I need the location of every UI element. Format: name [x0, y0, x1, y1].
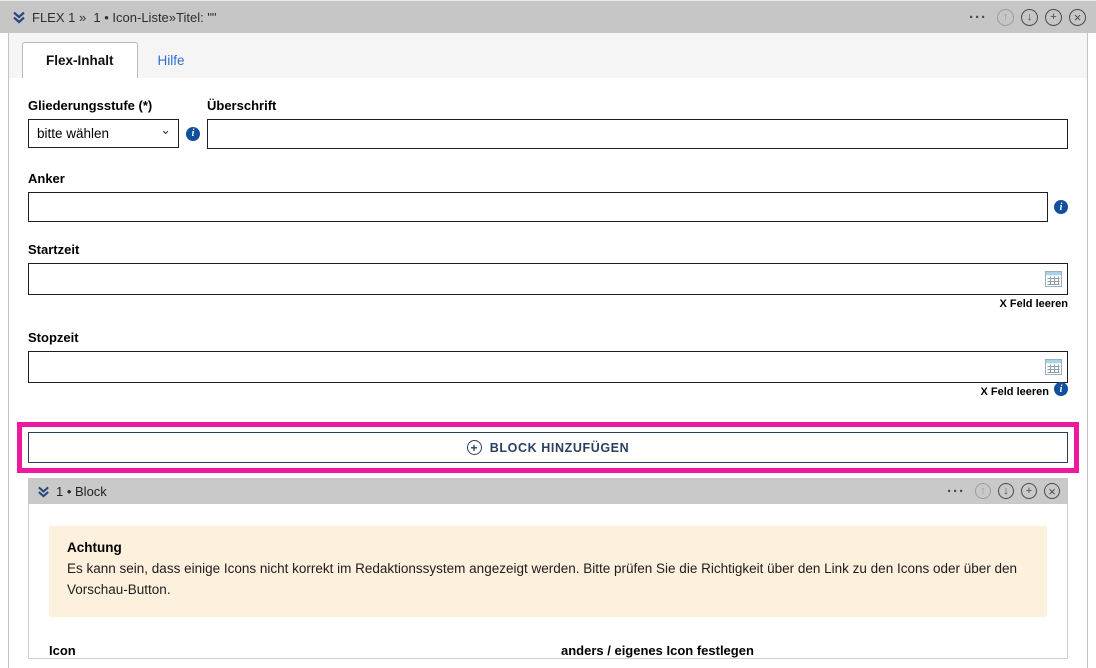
- stopzeit-input[interactable]: [28, 351, 1068, 383]
- block-header: 1 • Block ··· ↑ ↓ + ×: [28, 478, 1068, 504]
- block-controls: ··· ↑ ↓ + ×: [947, 483, 1060, 499]
- tab-bar: Flex-Inhalt Hilfe: [9, 33, 1087, 78]
- add-block-button-label: BLOCK HINZUFÜGEN: [489, 440, 630, 455]
- icon-label: Icon: [49, 642, 76, 658]
- info-icon[interactable]: i: [1054, 200, 1068, 214]
- more-options-icon[interactable]: ···: [969, 8, 987, 26]
- add-block-button[interactable]: + BLOCK HINZUFÜGEN: [28, 432, 1068, 463]
- add-icon[interactable]: +: [1045, 8, 1062, 26]
- calendar-icon[interactable]: [1045, 359, 1062, 375]
- icon-field-row: Icon anders / eigenes Icon festlegen: [49, 643, 1047, 658]
- flex-panel-body: Flex-Inhalt Hilfe Gliederungsstufe (*) b…: [8, 33, 1088, 668]
- flex-panel-header: FLEX 1 » 1 • Icon-Liste»Titel: "" ··· ↑ …: [0, 0, 1096, 33]
- anker-label: Anker: [28, 171, 65, 186]
- warning-text: Es kann sein, dass einige Icons nicht ko…: [67, 561, 1018, 597]
- panel-controls: ··· ↑ ↓ + ×: [969, 8, 1086, 26]
- panel-title: FLEX 1 » 1 • Icon-Liste»Titel: "": [32, 9, 217, 25]
- ueberschrift-label: Überschrift: [207, 98, 277, 113]
- collapse-double-chevron-icon[interactable]: [37, 485, 50, 498]
- tab-hilfe[interactable]: Hilfe: [157, 52, 185, 68]
- more-options-icon[interactable]: ···: [947, 482, 965, 500]
- annotation-highlight-box: + BLOCK HINZUFÜGEN: [17, 422, 1079, 473]
- anker-input[interactable]: [28, 192, 1048, 222]
- custom-icon-label: anders / eigenes Icon festlegen: [561, 642, 754, 658]
- warning-title: Achtung: [67, 540, 122, 555]
- move-down-icon[interactable]: ↓: [998, 483, 1014, 499]
- plus-circle-icon: +: [466, 440, 482, 455]
- info-icon[interactable]: i: [1054, 382, 1068, 396]
- close-icon[interactable]: ×: [1069, 8, 1086, 26]
- ueberschrift-input[interactable]: [207, 119, 1068, 149]
- stopzeit-label: Stopzeit: [28, 330, 79, 345]
- calendar-icon[interactable]: [1045, 271, 1062, 287]
- startzeit-input[interactable]: [28, 263, 1068, 295]
- block-section: 1 • Block ··· ↑ ↓ + × Achtung Es kann se…: [28, 478, 1068, 659]
- gliederungsstufe-label: Gliederungsstufe (*): [28, 98, 153, 113]
- block-title: 1 • Block: [56, 483, 107, 499]
- move-down-icon[interactable]: ↓: [1021, 8, 1038, 26]
- move-up-icon[interactable]: ↑: [975, 483, 991, 499]
- warning-callout: Achtung Es kann sein, dass einige Icons …: [49, 526, 1047, 617]
- collapse-double-chevron-icon[interactable]: [12, 10, 26, 24]
- startzeit-label: Startzeit: [28, 242, 80, 257]
- info-icon[interactable]: i: [186, 126, 200, 141]
- gliederungsstufe-select[interactable]: bitte wählen ⌄: [28, 119, 179, 148]
- gliederungsstufe-selected-value: bitte wählen: [37, 126, 110, 141]
- stopzeit-clear-field-link[interactable]: X Feld leeren: [980, 386, 1049, 398]
- block-body: Achtung Es kann sein, dass einige Icons …: [28, 504, 1068, 659]
- form-content: Gliederungsstufe (*) bitte wählen ⌄ i Üb…: [9, 78, 1087, 659]
- tab-flex-inhalt[interactable]: Flex-Inhalt: [22, 42, 138, 78]
- startzeit-clear-field-link[interactable]: X Feld leeren: [999, 298, 1068, 310]
- chevron-down-icon: ⌄: [160, 122, 171, 138]
- move-up-icon[interactable]: ↑: [997, 8, 1014, 26]
- close-icon[interactable]: ×: [1044, 483, 1060, 499]
- add-icon[interactable]: +: [1021, 483, 1037, 499]
